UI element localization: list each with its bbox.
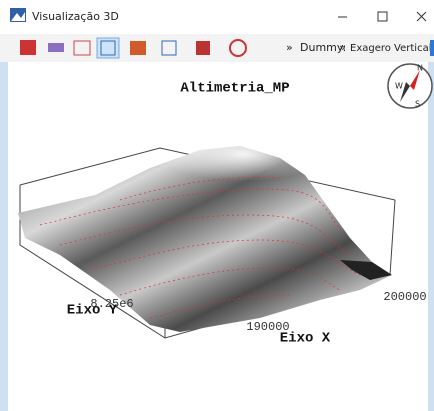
compass-west: W [395, 82, 403, 91]
exaggeration-input[interactable] [430, 40, 434, 56]
y-axis-label: Eixo Y [67, 303, 118, 319]
toolbar-overflow[interactable]: » [339, 41, 346, 54]
tool-button[interactable] [20, 40, 36, 55]
toolbar-overflow[interactable]: » [286, 41, 293, 54]
x-axis-label: Eixo X [280, 331, 331, 347]
view-title: Altimetria_MP [180, 81, 289, 97]
compass: N W S [388, 64, 432, 109]
compass-south: S [415, 100, 420, 109]
app-window: Visualização 3D » Dummy: » Exagero Verti… [0, 0, 434, 411]
x-tick-label: 200000 [383, 290, 426, 304]
tool-button[interactable] [48, 43, 64, 52]
tool-button[interactable] [196, 41, 210, 55]
tool-button[interactable] [130, 41, 146, 55]
exaggeration-label: Exagero Vertical: [350, 43, 434, 54]
compass-north: N [417, 64, 423, 73]
window-title: Visualização 3D [32, 10, 119, 23]
